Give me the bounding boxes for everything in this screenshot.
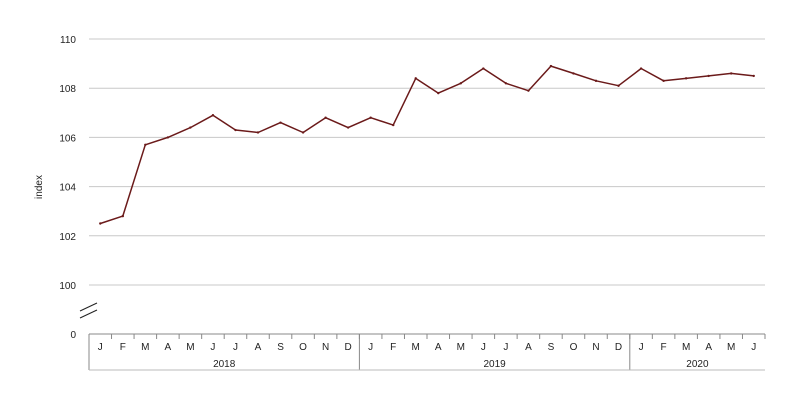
data-point [594, 79, 598, 83]
data-point [572, 72, 575, 75]
year-label: 2019 [483, 359, 506, 370]
month-label: M [457, 342, 465, 353]
month-label: A [705, 342, 712, 353]
gridlines [89, 38, 765, 286]
data-point [662, 79, 665, 83]
month-label: M [186, 342, 194, 353]
data-point [504, 82, 508, 85]
data-point [392, 123, 395, 127]
data-point [121, 214, 125, 218]
month-label: J [210, 342, 215, 353]
series-path [100, 65, 754, 225]
data-point [730, 72, 733, 75]
month-label: S [548, 342, 555, 353]
month-label: O [570, 342, 578, 353]
y-axis-ticks: 0 100 102 104 106 108 110 [59, 35, 76, 341]
month-label: O [299, 342, 307, 353]
data-point [684, 77, 688, 80]
series-line [99, 64, 755, 225]
y-tick-label: 100 [59, 281, 76, 292]
month-label: F [661, 342, 667, 353]
month-label: J [98, 342, 103, 353]
data-point [234, 128, 237, 132]
month-label: D [345, 342, 352, 353]
month-label: A [525, 342, 532, 353]
data-point [211, 114, 215, 117]
month-label: F [120, 342, 126, 353]
data-point [437, 91, 440, 95]
data-point [617, 84, 620, 87]
month-label: M [412, 342, 420, 353]
data-point [527, 89, 530, 92]
data-point [324, 116, 327, 119]
data-point [301, 131, 305, 134]
year-label: 2018 [213, 359, 236, 370]
month-label: D [615, 342, 622, 353]
data-point [279, 121, 282, 124]
month-label: M [727, 342, 735, 353]
data-point [707, 74, 710, 78]
month-label: A [165, 342, 172, 353]
data-point [346, 126, 350, 129]
y-tick-label: 110 [60, 35, 76, 46]
month-label: J [233, 342, 238, 353]
axis-break-icon [79, 302, 98, 319]
month-label: J [751, 342, 756, 353]
month-label: F [390, 342, 396, 353]
data-point [414, 77, 417, 80]
data-point [144, 143, 147, 146]
month-label: N [322, 342, 329, 353]
y-tick-label: 104 [59, 183, 76, 194]
month-label: N [592, 342, 599, 353]
data-point [99, 222, 102, 225]
month-label: A [435, 342, 442, 353]
month-label: J [639, 342, 644, 353]
data-point [369, 116, 372, 119]
data-point [639, 67, 643, 70]
y-axis-label: index [34, 175, 45, 199]
y-tick-label: 0 [70, 330, 76, 341]
month-label: S [277, 342, 284, 353]
data-point [166, 136, 170, 139]
y-tick-label: 108 [59, 84, 76, 95]
month-label: A [255, 342, 262, 353]
month-label: M [141, 342, 149, 353]
data-point [549, 64, 553, 68]
month-label: J [503, 342, 508, 353]
data-point [189, 126, 192, 129]
month-label: J [368, 342, 373, 353]
data-point [256, 131, 260, 134]
month-label: J [481, 342, 486, 353]
axis-break-mark [79, 309, 98, 319]
data-point [752, 74, 755, 78]
year-label: 2020 [686, 359, 709, 370]
x-axis: J F M A M J J A S O N D J F M A M J J A S O N D J F M A M J 2018 2019 20… [88, 333, 766, 371]
data-point [459, 82, 462, 85]
y-tick-label: 106 [59, 133, 76, 144]
month-label: M [682, 342, 690, 353]
axis-break-mark [79, 302, 98, 312]
y-tick-label: 102 [59, 232, 76, 243]
data-point [482, 67, 485, 70]
